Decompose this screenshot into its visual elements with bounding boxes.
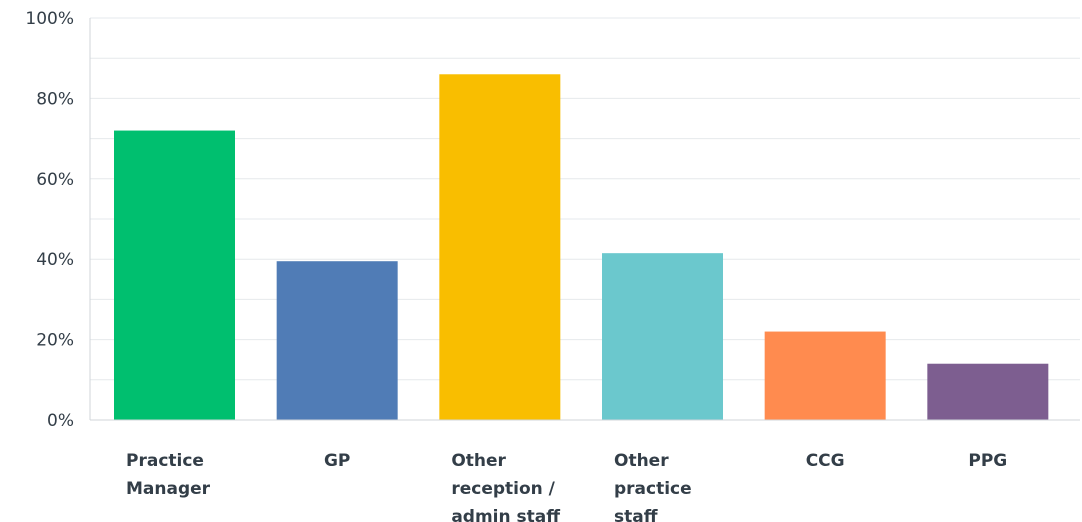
y-tick-label: 60% <box>36 170 74 190</box>
x-category-label: PPG <box>968 451 1007 471</box>
bar <box>114 130 235 420</box>
x-category-label: GP <box>324 451 350 471</box>
bar <box>439 74 561 420</box>
x-category-label: Practice Manager <box>126 451 211 499</box>
gridlines <box>90 17 1080 381</box>
x-axis-category-labels: Practice Manager GP Other reception / admin s… <box>126 451 1007 522</box>
x-category-label: Other reception / admin staff <box>451 451 560 522</box>
y-tick-label: 100% <box>25 9 74 29</box>
y-tick-label: 80% <box>36 89 74 109</box>
bars <box>114 74 1049 420</box>
x-category-label: Other practice staff <box>614 451 692 522</box>
bar <box>276 261 398 420</box>
y-tick-label: 20% <box>36 331 74 351</box>
y-tick-label: 40% <box>36 250 74 270</box>
bar <box>764 331 886 420</box>
y-tick-label: 0% <box>47 411 74 431</box>
y-axis-tick-labels: 0% 20% 40% 60% 80% 100% <box>25 9 74 431</box>
bar <box>927 363 1049 420</box>
x-category-label: CCG <box>806 451 845 471</box>
bar <box>602 253 723 420</box>
